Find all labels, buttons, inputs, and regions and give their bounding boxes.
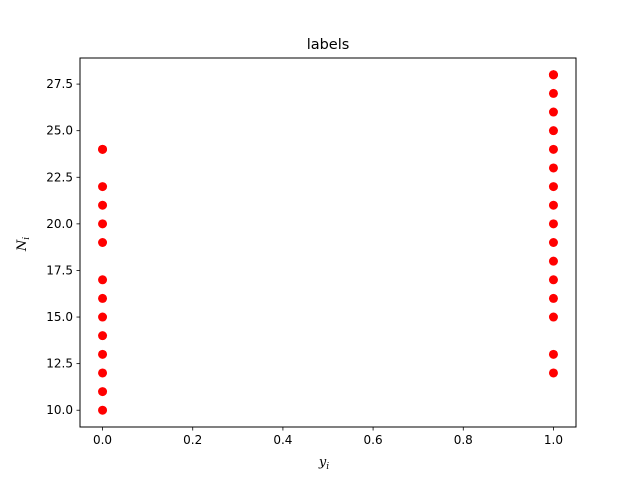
y-tick-label: 17.5 xyxy=(46,263,73,277)
data-point xyxy=(98,312,108,322)
data-point xyxy=(98,368,108,378)
x-tick-label: 0.0 xyxy=(93,433,112,447)
data-point xyxy=(98,349,108,359)
data-point xyxy=(548,238,558,247)
data-point xyxy=(548,200,558,210)
data-point xyxy=(98,238,108,247)
data-point xyxy=(548,144,558,154)
data-point xyxy=(98,219,108,229)
y-tick-label: 27.5 xyxy=(46,77,73,91)
data-point xyxy=(548,256,558,266)
y-tick-label: 22.5 xyxy=(46,170,73,184)
y-tick-label: 15.0 xyxy=(46,310,73,324)
data-point xyxy=(548,349,558,359)
data-point xyxy=(548,107,558,117)
x-tick-label: 0.4 xyxy=(273,433,292,447)
data-point xyxy=(548,219,558,229)
y-tick-label: 20.0 xyxy=(46,217,73,231)
data-point xyxy=(548,312,558,322)
data-point xyxy=(548,275,558,285)
data-point xyxy=(548,126,558,136)
y-axis-label: Ni xyxy=(15,237,32,252)
x-axis: 0.0 0.2 0.4 0.6 0.8 1.0 xyxy=(93,427,563,447)
data-point xyxy=(548,368,558,378)
data-point xyxy=(98,387,108,397)
x-tick-label: 0.2 xyxy=(183,433,202,447)
y-tick-label: 10.0 xyxy=(46,403,73,417)
y-axis: 10.0 12.5 15.0 17.5 20.0 22.5 25.0 27.5 xyxy=(46,77,80,417)
data-point xyxy=(98,293,108,303)
x-tick-label: 1.0 xyxy=(544,433,563,447)
x-tick-label: 0.8 xyxy=(454,433,473,447)
data-point xyxy=(548,70,558,80)
data-points xyxy=(98,70,558,415)
plot-area xyxy=(79,57,577,428)
data-point xyxy=(98,144,108,154)
y-tick-label: 25.0 xyxy=(46,124,73,138)
x-axis-label: yi xyxy=(318,455,329,472)
data-point xyxy=(548,88,558,98)
data-point xyxy=(98,182,108,192)
data-point xyxy=(98,405,108,415)
x-tick-label: 0.6 xyxy=(364,433,383,447)
data-point xyxy=(98,275,108,285)
chart-title: labels xyxy=(307,37,350,53)
data-point xyxy=(548,293,558,303)
data-point xyxy=(548,182,558,192)
data-point xyxy=(98,200,108,210)
data-point xyxy=(548,163,558,173)
y-tick-label: 12.5 xyxy=(46,357,73,371)
data-point xyxy=(98,331,108,341)
